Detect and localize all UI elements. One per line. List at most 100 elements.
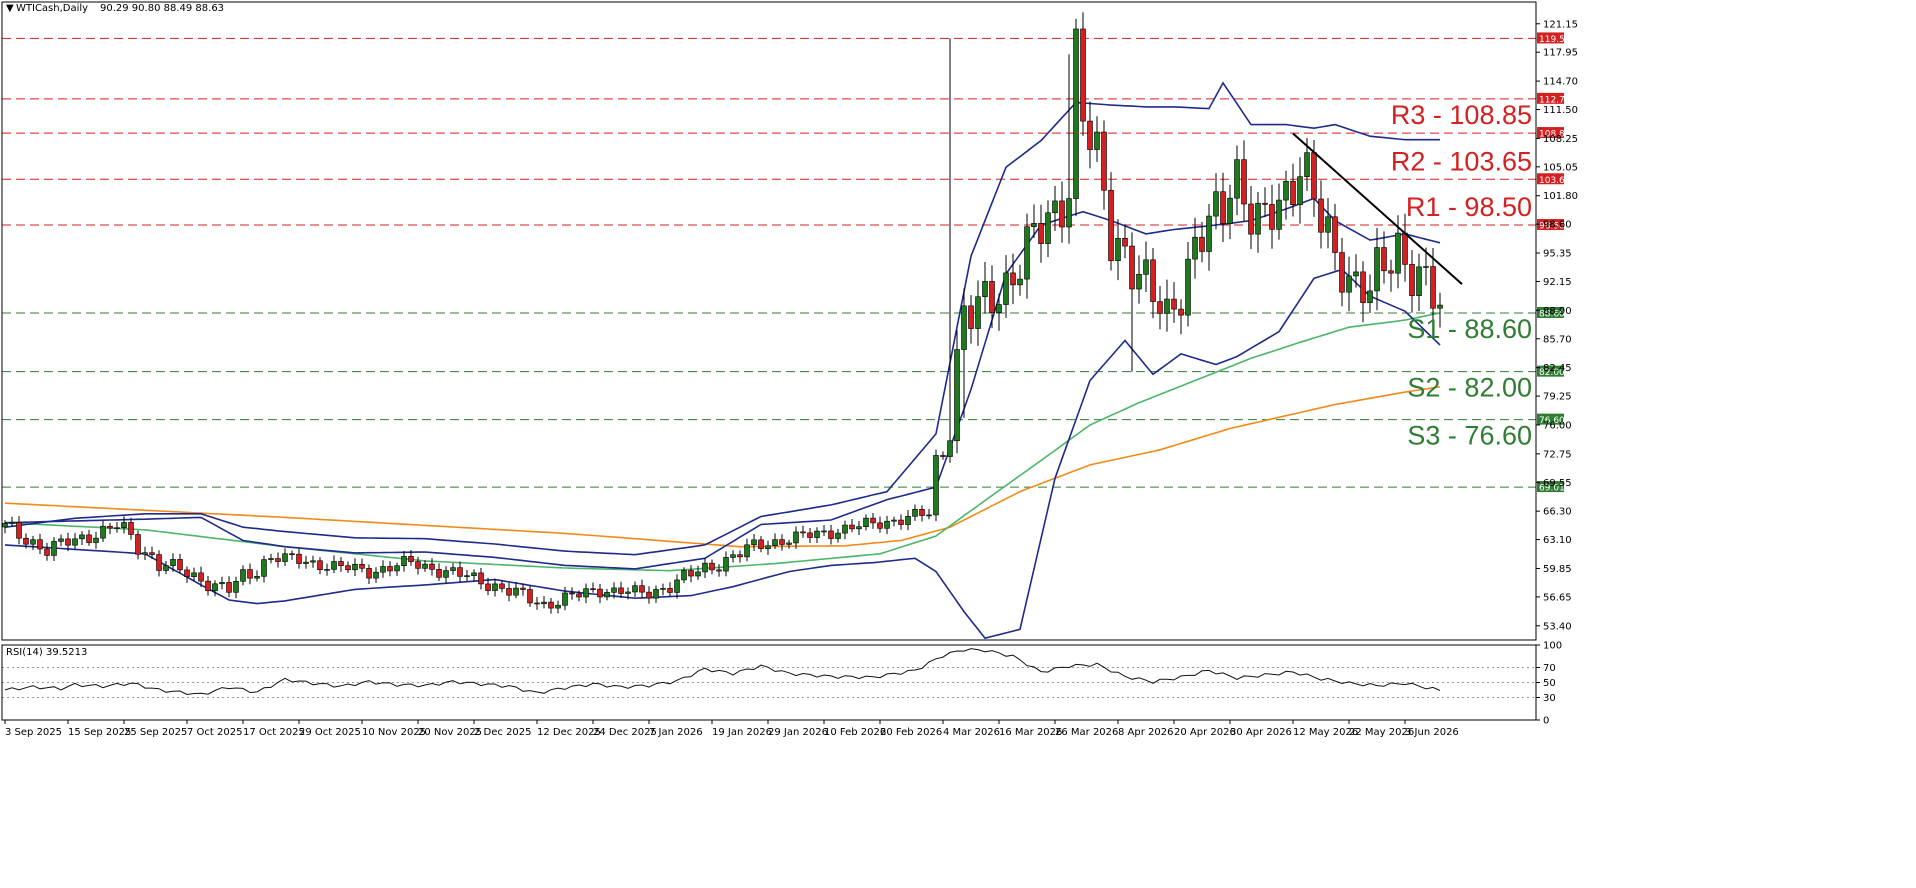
candle-body bbox=[37, 539, 43, 550]
time-tick-label: 7 Jan 2026 bbox=[649, 727, 703, 738]
candle-body bbox=[121, 522, 127, 529]
candle-body bbox=[16, 521, 22, 539]
candle-body bbox=[135, 534, 141, 555]
candle-body bbox=[450, 567, 456, 571]
header-arrow-icon[interactable]: ▼ bbox=[6, 3, 14, 14]
candle-body bbox=[254, 576, 260, 579]
price-tick-label: 117.95 bbox=[1543, 48, 1578, 59]
price-tick-label: 85.70 bbox=[1543, 334, 1572, 345]
candle-body bbox=[485, 583, 491, 591]
level-badge bbox=[1537, 219, 1564, 231]
candle-body bbox=[1269, 204, 1275, 230]
candle-body bbox=[828, 530, 834, 539]
candle-body bbox=[44, 548, 50, 556]
candle-body bbox=[590, 588, 596, 590]
price-tick-label: 82.45 bbox=[1543, 363, 1572, 374]
candle-body bbox=[905, 516, 911, 525]
candle-body bbox=[639, 585, 645, 593]
candle-body bbox=[1199, 236, 1205, 252]
time-tick-label: 25 Sep 2025 bbox=[124, 727, 187, 738]
time-tick-label: 29 Oct 2025 bbox=[299, 727, 361, 738]
level-badge bbox=[1537, 127, 1564, 139]
chart-header: ▼ WTICash,Daily 90.29 90.80 88.49 88.63 … bbox=[6, 3, 224, 658]
candle-body bbox=[688, 570, 694, 577]
time-tick-label: 15 Sep 2025 bbox=[68, 727, 131, 738]
indicator-line bbox=[4, 197, 1441, 570]
candle-body bbox=[765, 545, 771, 549]
candle-body bbox=[219, 582, 225, 585]
time-tick-label: 20 Nov 2025 bbox=[418, 727, 482, 738]
candle-body bbox=[261, 559, 267, 577]
candle-body bbox=[1304, 152, 1310, 177]
candle-body bbox=[268, 558, 274, 560]
level-badge-text: 98.50 bbox=[1539, 222, 1565, 232]
price-tick-label: 114.70 bbox=[1543, 77, 1578, 88]
candle-body bbox=[1311, 152, 1317, 200]
candle-body bbox=[100, 525, 106, 539]
level-label: R1 - 98.50 bbox=[1406, 192, 1532, 222]
candle-body bbox=[317, 560, 323, 571]
indicator-line bbox=[4, 312, 1441, 572]
candle-body bbox=[1409, 264, 1415, 296]
candle-body bbox=[394, 565, 400, 572]
candle-body bbox=[779, 539, 785, 545]
level-label: R3 - 108.85 bbox=[1391, 100, 1532, 130]
candle-body bbox=[751, 539, 757, 546]
candle-body bbox=[177, 559, 183, 571]
time-tick-label: 8 Apr 2026 bbox=[1118, 727, 1173, 738]
candle-body bbox=[702, 562, 708, 573]
candle-body bbox=[653, 589, 659, 599]
candle-body bbox=[1115, 237, 1121, 261]
price-tick-label: 59.85 bbox=[1543, 564, 1572, 575]
candle-body bbox=[667, 588, 673, 593]
candle-body bbox=[800, 531, 806, 534]
candle-body bbox=[1367, 290, 1373, 303]
candle-body bbox=[968, 305, 974, 329]
time-tick-label: 12 May 2026 bbox=[1293, 727, 1358, 738]
candle-body bbox=[247, 569, 253, 579]
candle-body bbox=[9, 521, 15, 524]
candle-body bbox=[982, 281, 988, 298]
candle-body bbox=[583, 588, 589, 598]
candle-body bbox=[1381, 247, 1387, 272]
candle-body bbox=[716, 569, 722, 572]
candle-body bbox=[1192, 236, 1198, 260]
price-tick-label: 111.50 bbox=[1543, 105, 1578, 116]
candle-body bbox=[163, 565, 169, 571]
candle-body bbox=[1388, 270, 1394, 274]
candle-body bbox=[240, 569, 246, 582]
candle-body bbox=[1234, 159, 1240, 199]
candle-body bbox=[730, 554, 736, 558]
candle-body bbox=[436, 569, 442, 578]
candle-body bbox=[1255, 202, 1261, 235]
candle-body bbox=[1171, 298, 1177, 310]
candle-body bbox=[786, 542, 792, 545]
candle-body bbox=[212, 583, 218, 592]
candle-body bbox=[156, 554, 162, 571]
candle-body bbox=[457, 567, 463, 577]
price-tick-label: 79.25 bbox=[1543, 392, 1572, 403]
price-tick-label: 72.75 bbox=[1543, 449, 1572, 460]
price-tick-label: 108.25 bbox=[1543, 134, 1578, 145]
level-label: R2 - 103.65 bbox=[1391, 146, 1532, 176]
level-badge-text: 103.65 bbox=[1539, 176, 1571, 186]
level-label: S3 - 76.60 bbox=[1407, 421, 1532, 451]
time-tick-label: 29 Jan 2026 bbox=[768, 727, 828, 738]
time-tick-label: 20 Apr 2026 bbox=[1174, 727, 1236, 738]
candle-body bbox=[618, 587, 624, 594]
candle-body bbox=[1031, 223, 1037, 228]
candle-body bbox=[1178, 308, 1184, 316]
price-tick-label: 66.30 bbox=[1543, 507, 1572, 518]
candle-body bbox=[674, 579, 680, 593]
ohlc-values: 90.29 90.80 88.49 88.63 bbox=[100, 3, 224, 14]
candle-body bbox=[520, 587, 526, 590]
candle-body bbox=[912, 509, 918, 517]
candle-body bbox=[681, 570, 687, 581]
candle-body bbox=[1241, 159, 1247, 205]
level-badge-text: 69.01 bbox=[1539, 484, 1565, 494]
price-tick-label: 63.10 bbox=[1543, 535, 1572, 546]
trendline bbox=[1292, 132, 1463, 285]
candle-body bbox=[373, 571, 379, 579]
